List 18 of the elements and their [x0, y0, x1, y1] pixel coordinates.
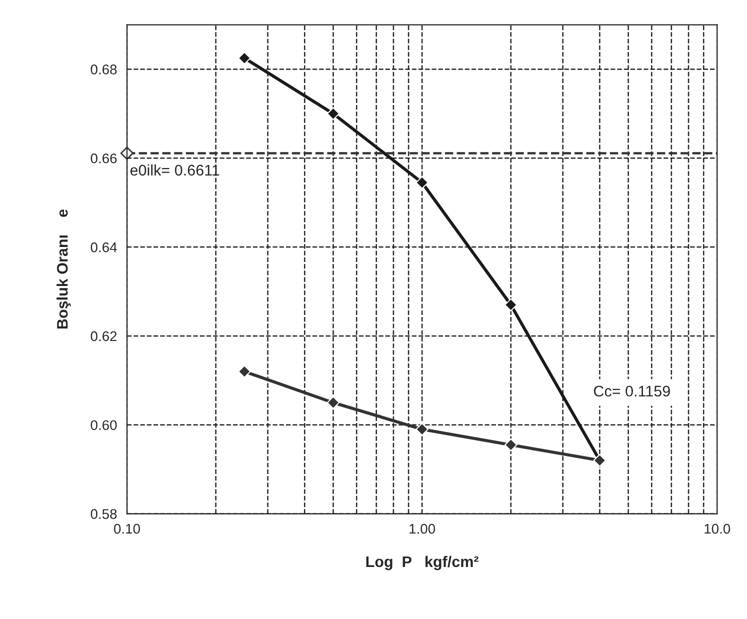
y-tick-label: 0.64: [90, 242, 117, 252]
y-tick-label: 0.62: [90, 331, 117, 342]
point: [504, 438, 518, 452]
point: [416, 176, 428, 189]
y-axis-title: Boşluk Oranı e: [56, 210, 71, 329]
y-tick-label: 0.66: [90, 153, 117, 164]
x-tick-label: 10.0: [704, 524, 730, 534]
y-tick-label: 0.60: [90, 420, 117, 430]
legend-label: e0ilk= 0.6611: [130, 164, 220, 176]
point: [416, 422, 428, 436]
x-axis-title: Log P kgf/cm²: [366, 556, 478, 570]
y-tick-label: 0.68: [90, 64, 117, 74]
x-tick-label: 0.10: [114, 524, 140, 534]
point: [238, 365, 251, 378]
point: [326, 396, 340, 410]
y-tick-label: 0.58: [90, 509, 117, 519]
x-tick-label: 1.00: [410, 524, 436, 534]
annotation: Cc= 0.1159: [594, 386, 670, 397]
